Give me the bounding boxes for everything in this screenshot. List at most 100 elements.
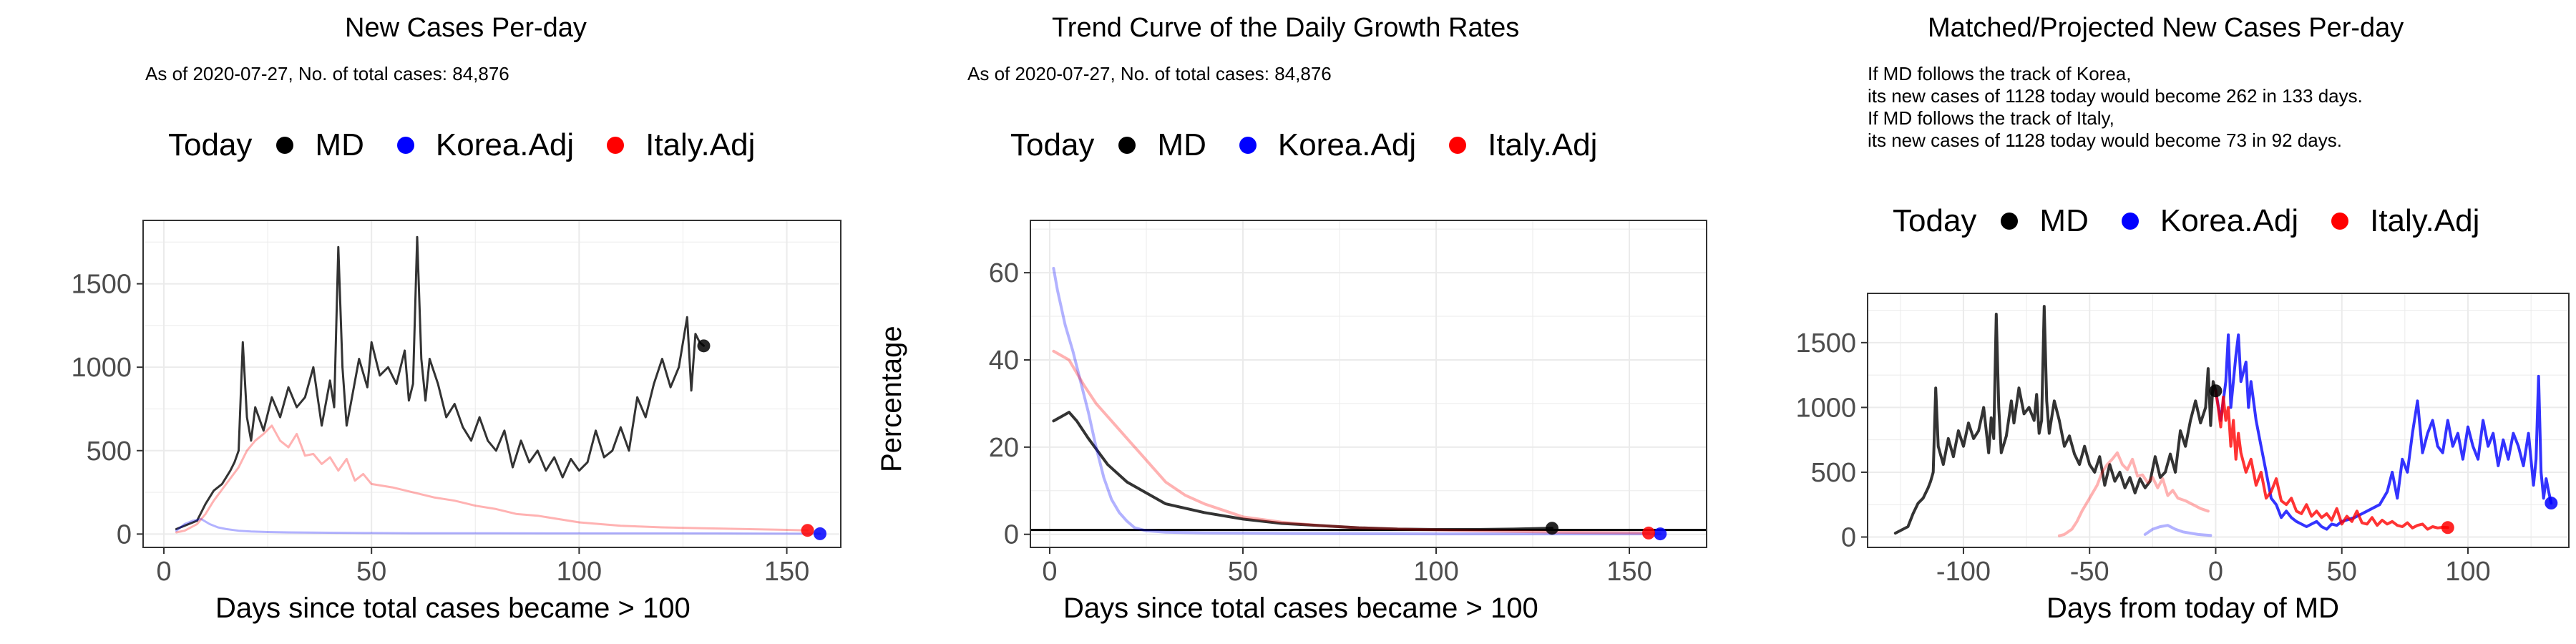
legend: Today MD Korea.Adj Italy.Adj xyxy=(1010,127,1630,163)
series-line-md xyxy=(175,235,705,530)
legend-dot-md xyxy=(2001,213,2019,230)
legend-label-korea: Korea.Adj xyxy=(435,127,575,162)
y-tick-label: 500 xyxy=(1811,458,1856,488)
grid xyxy=(1030,220,1707,547)
legend-item-italy: Italy.Adj xyxy=(1449,127,1597,163)
y-tick-label: 60 xyxy=(989,258,1019,288)
legend-dot-md xyxy=(276,137,294,154)
legend-dot-korea xyxy=(1239,137,1257,154)
projection-line-1: If MD follows the track of Korea, xyxy=(1868,63,2132,84)
panel-growth-rates: Trend Curve of the Daily Growth Rates As… xyxy=(859,0,1717,644)
legend-item-italy: Italy.Adj xyxy=(2331,203,2479,239)
chart-title: New Cases Per-day xyxy=(345,13,587,43)
y-axis-label: Percentage xyxy=(876,326,907,472)
today-point-korea-adj xyxy=(2545,497,2558,510)
plot-frame xyxy=(1030,220,1707,548)
x-axis-label: Days from today of MD xyxy=(2046,592,2340,624)
y-tick-label: 40 xyxy=(989,346,1019,376)
legend-dot-md xyxy=(1118,137,1136,154)
today-point-italy-adj xyxy=(801,524,814,537)
x-tick-label: 100 xyxy=(1413,557,1458,587)
panel-projected: Matched/Projected New Cases Per-day If M… xyxy=(1717,0,2576,644)
series-line-korea-adj xyxy=(2214,333,2553,531)
today-point-italy-adj xyxy=(2441,521,2454,535)
x-tick-label: 50 xyxy=(1228,557,1258,587)
x-tick-label: 100 xyxy=(2445,557,2490,587)
legend-title: Today xyxy=(1893,203,1977,238)
series-line-italy-adj xyxy=(1052,349,1650,535)
plot-frame xyxy=(1867,293,2570,548)
legend-item-korea: Korea.Adj xyxy=(396,127,575,163)
legend-label-md: MD xyxy=(1157,127,1206,162)
panel-new-cases: New Cases Per-day As of 2020-07-27, No. … xyxy=(0,0,859,644)
series-line-md xyxy=(1893,305,2218,535)
series-line-korea-adj xyxy=(2143,524,2212,537)
series-line-korea-adj xyxy=(175,517,821,535)
legend-label-korea: Korea.Adj xyxy=(2160,203,2299,238)
projection-line-4: its new cases of 1128 today would become… xyxy=(1868,130,2342,151)
legend: Today MD Korea.Adj Italy.Adj xyxy=(168,127,788,163)
y-tick-label: 20 xyxy=(989,433,1019,463)
legend-label-italy: Italy.Adj xyxy=(1488,127,1598,162)
x-tick-label: 50 xyxy=(356,557,386,587)
x-tick-label: -100 xyxy=(1936,557,1991,587)
x-axis-label: Days since total cases became > 100 xyxy=(215,592,691,624)
x-tick-label: 100 xyxy=(557,557,602,587)
grid xyxy=(143,220,841,547)
legend-dot-italy xyxy=(2331,213,2349,230)
legend-dot-italy xyxy=(1449,137,1467,154)
legend-item-italy: Italy.Adj xyxy=(607,127,755,163)
chart-subtitle: As of 2020-07-27, No. of total cases: 84… xyxy=(967,63,1332,84)
series-line-md xyxy=(1052,411,1553,531)
x-tick-label: 150 xyxy=(1606,557,1652,587)
legend-dot-korea xyxy=(2121,213,2139,230)
plot-frame xyxy=(142,220,841,548)
chart-title: Matched/Projected New Cases Per-day xyxy=(1928,13,2404,43)
x-tick-label: 0 xyxy=(1042,557,1057,587)
projection-line-2: its new cases of 1128 today would become… xyxy=(1868,85,2363,107)
series-line-italy-adj xyxy=(175,424,809,534)
x-tick-label: 50 xyxy=(2327,557,2357,587)
legend-label-korea: Korea.Adj xyxy=(1277,127,1417,162)
today-point-korea-adj xyxy=(1654,527,1667,541)
y-tick-label: 0 xyxy=(1004,520,1019,550)
legend-item-korea: Korea.Adj xyxy=(2121,203,2299,239)
legend-title: Today xyxy=(1010,127,1095,162)
legend: Today MD Korea.Adj Italy.Adj xyxy=(1893,203,2512,239)
chart-title: Trend Curve of the Daily Growth Rates xyxy=(1052,13,1520,43)
today-point-korea-adj xyxy=(813,527,826,540)
x-tick-label: 0 xyxy=(156,557,171,587)
legend-title: Today xyxy=(168,127,253,162)
legend-label-md: MD xyxy=(315,127,364,162)
legend-dot-korea xyxy=(396,137,414,154)
series-line-italy-adj xyxy=(2214,389,2449,531)
y-tick-label: 500 xyxy=(87,436,132,467)
y-tick-label: 1000 xyxy=(71,353,132,383)
y-tick-label: 0 xyxy=(1841,523,1856,553)
chart-subtitle: As of 2020-07-27, No. of total cases: 84… xyxy=(145,63,509,84)
legend-label-italy: Italy.Adj xyxy=(2370,203,2480,238)
today-point-md xyxy=(697,339,711,353)
y-tick-label: 0 xyxy=(117,519,132,550)
grid xyxy=(1868,293,2569,547)
legend-dot-italy xyxy=(607,137,625,154)
today-point-md xyxy=(2209,384,2223,398)
series-line-italy-adj xyxy=(2057,451,2210,537)
today-point-md xyxy=(1546,522,1558,535)
legend-item-md: MD xyxy=(276,127,364,163)
today-point-italy-adj xyxy=(1642,526,1655,540)
y-tick-label: 1000 xyxy=(1795,393,1856,423)
legend-item-korea: Korea.Adj xyxy=(1239,127,1416,163)
legend-item-md: MD xyxy=(2001,203,2089,239)
plot-growth-rates: 0 50 100 150 0 20 40 60 xyxy=(989,220,1707,587)
y-tick-label: 1500 xyxy=(71,270,132,300)
legend-label-italy: Italy.Adj xyxy=(645,127,756,162)
x-tick-label: -50 xyxy=(2070,557,2109,587)
x-tick-label: 0 xyxy=(2208,557,2223,587)
x-tick-label: 150 xyxy=(764,557,809,587)
legend-item-md: MD xyxy=(1118,127,1206,163)
series-line-korea-adj xyxy=(1052,267,1662,536)
y-tick-label: 1500 xyxy=(1795,328,1856,358)
